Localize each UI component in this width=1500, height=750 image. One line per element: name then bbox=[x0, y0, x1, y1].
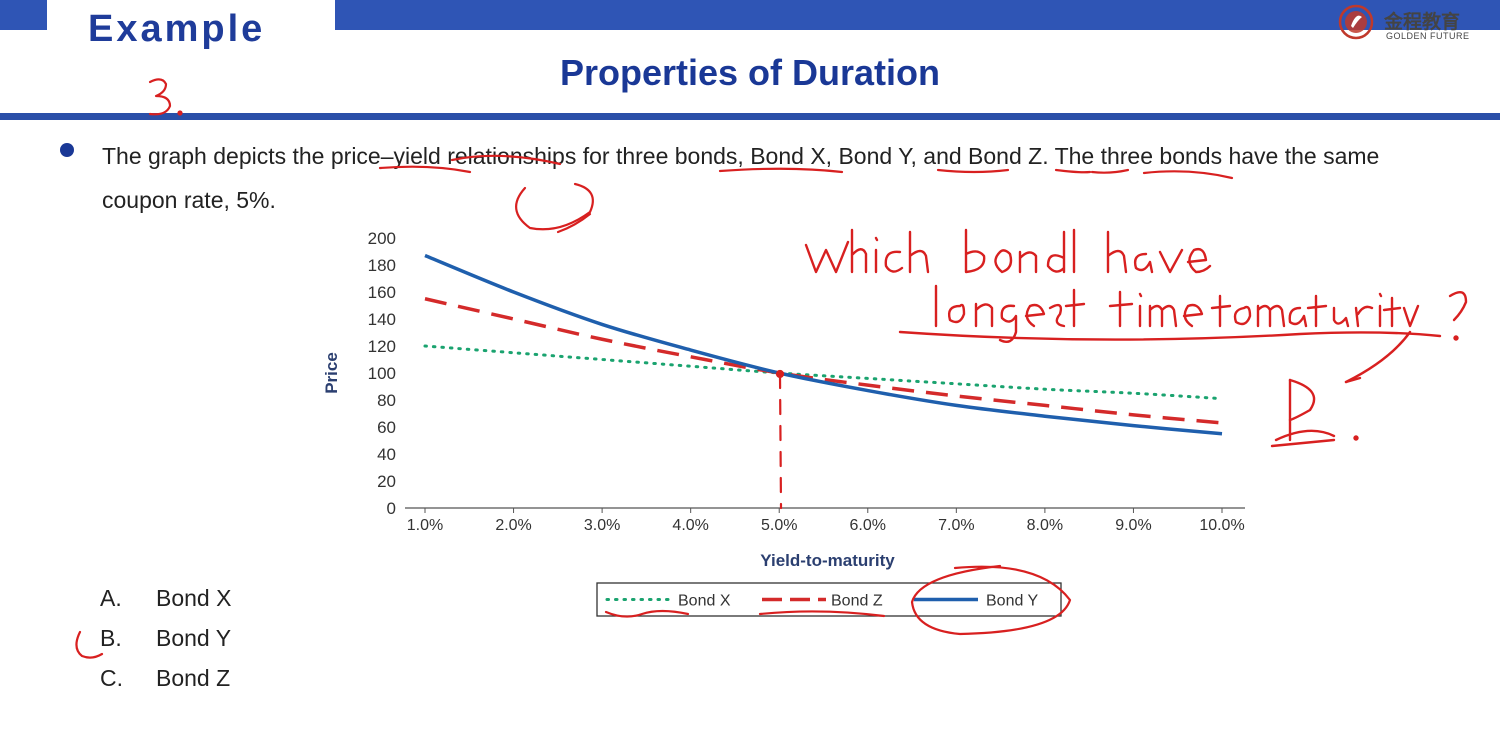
logo: 金程教育 GOLDEN FUTURE bbox=[1338, 4, 1488, 44]
series-line-bond-x bbox=[423, 344, 1224, 401]
x-tick-label: 9.0% bbox=[1115, 517, 1151, 534]
y-tick-label: 80 bbox=[377, 391, 396, 410]
series-line-bond-y bbox=[424, 253, 1223, 436]
option-c[interactable]: C. Bond Z bbox=[100, 660, 231, 700]
logo-en-text: GOLDEN FUTURE bbox=[1386, 31, 1470, 41]
option-b[interactable]: B. Bond Y bbox=[100, 620, 231, 660]
option-letter: B. bbox=[100, 625, 122, 651]
legend-entry: Bond Z bbox=[831, 593, 883, 610]
bullet-icon bbox=[60, 143, 74, 157]
chart-labels: 0 20 40 60 80 100 120 140 160 180 200 1.0% 2.0% 3.0% 4… bbox=[322, 229, 1245, 570]
y-tick-label: 40 bbox=[377, 445, 396, 464]
x-tick-label: 10.0% bbox=[1199, 517, 1244, 534]
y-tick-label: 140 bbox=[368, 310, 396, 329]
x-axis-label: Yield-to-maturity bbox=[760, 551, 895, 570]
x-tick-label: 2.0% bbox=[495, 517, 531, 534]
legend-entry: Bond Y bbox=[986, 593, 1039, 610]
option-label: Bond X bbox=[156, 585, 232, 611]
y-tick-label: 60 bbox=[377, 418, 396, 437]
chart-series bbox=[423, 253, 1224, 436]
option-a[interactable]: A. Bond X bbox=[100, 580, 231, 620]
chart-axes bbox=[405, 507, 1245, 513]
y-tick-label: 160 bbox=[368, 283, 396, 302]
handwritten-note bbox=[804, 228, 1468, 448]
option-label: Bond Y bbox=[156, 625, 232, 651]
x-tick-label: 5.0% bbox=[761, 517, 797, 534]
y-tick-label: 0 bbox=[387, 499, 396, 518]
y-tick-label: 20 bbox=[377, 472, 396, 491]
legend-entry: Bond X bbox=[678, 593, 731, 610]
y-tick-label: 120 bbox=[368, 337, 396, 356]
chart-legend: Bond X Bond Z Bond Y bbox=[596, 582, 1062, 617]
page-title: Properties of Duration bbox=[559, 52, 941, 93]
header-bar-left bbox=[0, 0, 47, 30]
logo-cn-text: 金程教育 bbox=[1384, 11, 1461, 33]
option-label: Bond Z bbox=[156, 665, 231, 691]
x-tick-label: 7.0% bbox=[938, 517, 974, 534]
y-tick-label: 100 bbox=[368, 364, 396, 383]
option-letter: A. bbox=[100, 585, 122, 611]
x-tick-label: 8.0% bbox=[1027, 517, 1063, 534]
question-text: The graph depicts the price–yield relati… bbox=[102, 143, 1380, 213]
legend-box bbox=[596, 582, 1062, 617]
golden-future-logo-icon bbox=[1338, 4, 1374, 40]
y-axis-label: Price bbox=[322, 352, 341, 394]
y-tick-label: 200 bbox=[368, 229, 396, 248]
y-tick-label: 180 bbox=[368, 256, 396, 275]
header-divider bbox=[0, 113, 1500, 120]
x-tick-label: 6.0% bbox=[850, 517, 886, 534]
answer-options: A. Bond X B. Bond Y C. Bond Z bbox=[100, 580, 231, 700]
series-line-bond-z bbox=[424, 297, 1223, 425]
x-tick-label: 3.0% bbox=[584, 517, 620, 534]
option-letter: C. bbox=[100, 665, 123, 691]
x-tick-label: 1.0% bbox=[407, 517, 443, 534]
example-label: Example bbox=[88, 8, 266, 50]
x-tick-label: 4.0% bbox=[672, 517, 708, 534]
header-bar bbox=[335, 0, 1500, 30]
